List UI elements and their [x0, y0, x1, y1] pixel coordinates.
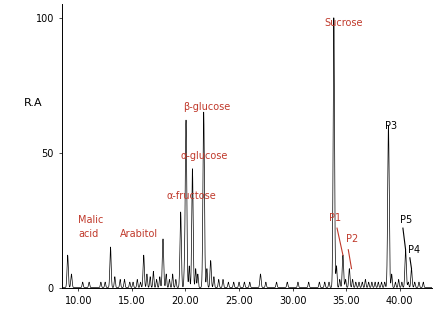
Text: P4: P4 — [408, 245, 420, 255]
Text: α-fructose: α-fructose — [166, 191, 216, 201]
Text: P1: P1 — [329, 213, 341, 223]
Text: P5: P5 — [400, 215, 412, 225]
Text: α-glucose: α-glucose — [180, 151, 228, 161]
Text: P3: P3 — [385, 121, 397, 131]
Y-axis label: R.A: R.A — [24, 98, 42, 108]
Text: Malic: Malic — [78, 215, 104, 225]
Text: Arabitol: Arabitol — [120, 229, 158, 239]
Text: P2: P2 — [346, 234, 358, 244]
Text: Sucrose: Sucrose — [325, 19, 363, 29]
Text: β-glucose: β-glucose — [184, 102, 231, 112]
Text: acid: acid — [78, 229, 99, 239]
